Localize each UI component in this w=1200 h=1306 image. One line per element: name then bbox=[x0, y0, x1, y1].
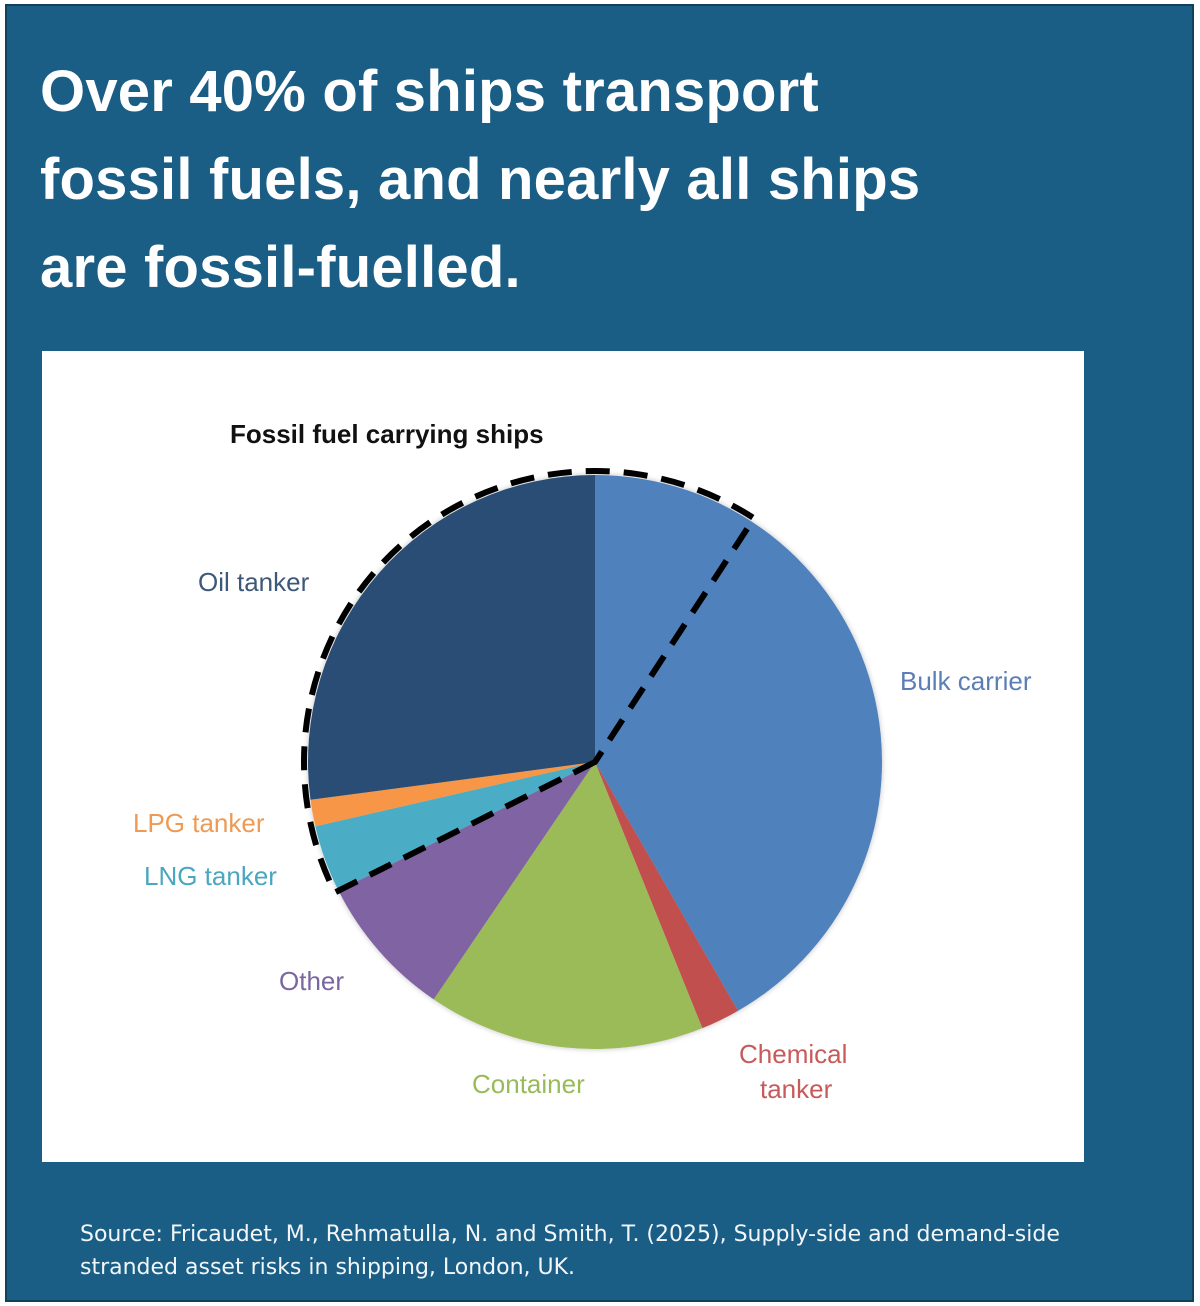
headline-line-3: are fossil-fuelled. bbox=[40, 235, 521, 300]
slice-other bbox=[338, 762, 595, 1000]
headline-line-2: fossil fuels, and nearly all ships bbox=[40, 147, 921, 212]
source-citation: Source: Fricaudet, M., Rehmatulla, N. an… bbox=[80, 1218, 1170, 1284]
label-oil-tanker: Oil tanker bbox=[198, 567, 310, 597]
pie-chart bbox=[301, 468, 883, 1049]
chart-panel: Fossil fuel carrying ships Oil tanker Bu… bbox=[42, 351, 1084, 1162]
slice-container bbox=[433, 762, 703, 1049]
label-lng-tanker: LNG tanker bbox=[144, 861, 277, 891]
label-other: Other bbox=[279, 966, 345, 996]
headline: Over 40% of ships transport fossil fuels… bbox=[40, 48, 1160, 312]
slice-oil-tanker bbox=[308, 475, 595, 800]
slice-bulk-carrier bbox=[595, 475, 883, 1011]
label-chemical-tanker-line1: Chemical bbox=[739, 1039, 848, 1069]
source-line-1: Source: Fricaudet, M., Rehmatulla, N. an… bbox=[80, 1222, 1060, 1247]
source-line-2: stranded asset risks in shipping, London… bbox=[80, 1255, 576, 1280]
label-lpg-tanker: LPG tanker bbox=[133, 808, 265, 838]
headline-line-1: Over 40% of ships transport bbox=[40, 59, 819, 124]
label-bulk-carrier: Bulk carrier bbox=[900, 666, 1032, 696]
chart-title: Fossil fuel carrying ships bbox=[230, 419, 544, 449]
slice-lpg-tanker bbox=[310, 762, 595, 827]
label-chemical-tanker-line2: tanker bbox=[760, 1074, 833, 1104]
slice-chemical-tanker bbox=[595, 762, 738, 1029]
label-container: Container bbox=[472, 1069, 585, 1099]
fossil-fuel-dashed-outline bbox=[301, 468, 758, 896]
